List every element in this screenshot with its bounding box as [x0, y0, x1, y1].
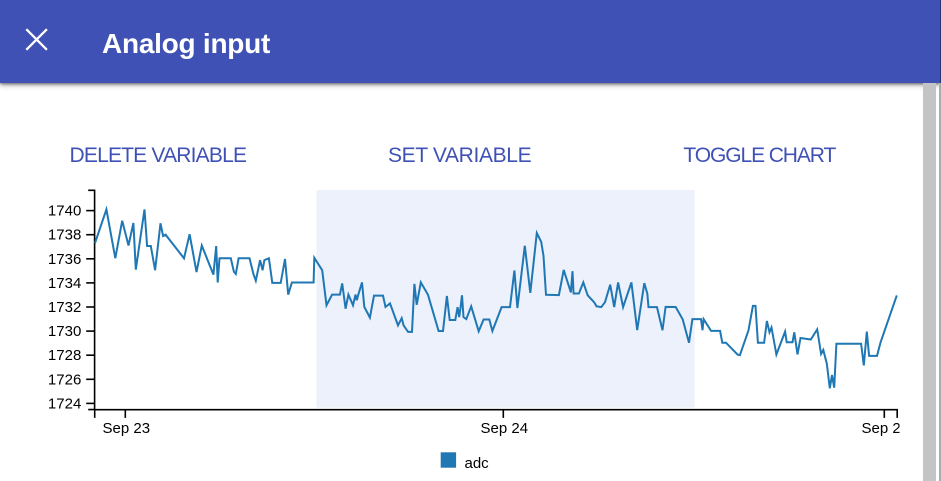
- svg-text:1738: 1738: [48, 227, 81, 244]
- svg-text:Sep 25: Sep 25: [862, 420, 910, 437]
- svg-text:1730: 1730: [48, 323, 81, 340]
- svg-text:Sep 24: Sep 24: [481, 420, 529, 437]
- svg-text:1728: 1728: [48, 347, 81, 364]
- svg-text:1726: 1726: [48, 371, 81, 388]
- svg-text:1732: 1732: [48, 299, 81, 316]
- svg-text:1724: 1724: [48, 395, 81, 412]
- svg-text:1740: 1740: [48, 203, 81, 220]
- svg-text:1736: 1736: [48, 251, 81, 268]
- svg-text:1734: 1734: [48, 275, 81, 292]
- svg-text:adc: adc: [465, 455, 490, 472]
- svg-text:Sep 23: Sep 23: [103, 420, 151, 437]
